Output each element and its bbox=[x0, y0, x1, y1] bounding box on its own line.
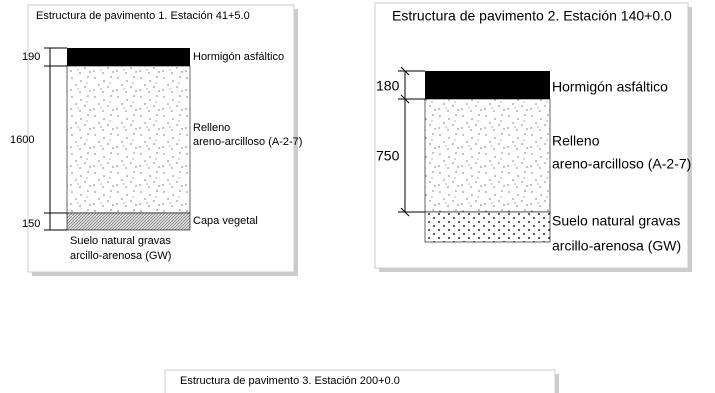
dimension: 180 bbox=[376, 78, 400, 94]
fill-layer bbox=[424, 98, 551, 213]
panel bbox=[164, 369, 556, 393]
dimension-line bbox=[44, 47, 67, 231]
dimension: 750 bbox=[376, 148, 400, 164]
dimension: 1600 bbox=[10, 134, 34, 146]
dimension: 150 bbox=[22, 218, 40, 230]
panel-title: Estructura de pavimento 2. Estación 140+… bbox=[392, 8, 672, 24]
fill-layer bbox=[66, 65, 191, 214]
layer-label: Suelo natural gravas bbox=[552, 213, 680, 229]
layer-label: arcillo-arenosa (GW) bbox=[70, 250, 171, 262]
layer-label: areno-arcilloso (A-2-7) bbox=[552, 156, 691, 172]
layer-label: Suelo natural gravas bbox=[70, 235, 171, 247]
dimension: 190 bbox=[22, 51, 40, 63]
layer-label: areno-arcilloso (A-2-7) bbox=[193, 136, 302, 148]
layer-label: Hormigón asfáltico bbox=[193, 51, 284, 63]
topsoil-layer bbox=[66, 212, 191, 231]
layer-label: Hormigón asfáltico bbox=[552, 79, 668, 95]
layer-label: Relleno bbox=[552, 133, 600, 149]
layer-label: Capa vegetal bbox=[193, 215, 258, 227]
panel-title: Estructura de pavimento 1. Estación 41+5… bbox=[36, 10, 250, 22]
panel-title: Estructura de pavimento 3. Estación 200+… bbox=[180, 375, 400, 387]
dimension-line bbox=[398, 66, 425, 217]
layer-label: Relleno bbox=[193, 122, 230, 134]
layer-label: arcillo-arenosa (GW) bbox=[552, 238, 681, 254]
asphalt-layer bbox=[425, 71, 550, 99]
subgrade-layer bbox=[424, 211, 551, 243]
asphalt-layer bbox=[67, 48, 190, 66]
